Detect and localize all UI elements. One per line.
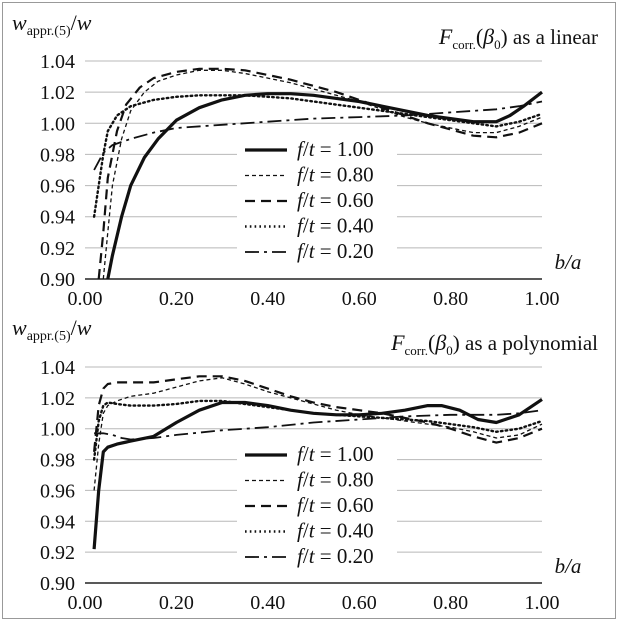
y-axis-label: wappr.(5)/w: [12, 315, 92, 344]
y-tick-label: 0.94: [40, 207, 75, 229]
legend-label: f/t = 1.00: [297, 442, 374, 466]
y-tick-label: 0.94: [40, 511, 75, 533]
x-tick-label: 0.00: [68, 288, 103, 310]
x-axis-label: b/a: [555, 250, 582, 274]
legend-label: f/t = 0.80: [297, 468, 374, 492]
chart-title: Fcorr.(β0) as a polynomial: [390, 330, 598, 358]
y-tick-label: 0.98: [40, 450, 75, 472]
x-tick-label: 1.00: [525, 592, 560, 614]
legend-label: f/t = 0.40: [297, 519, 374, 543]
legend: f/t = 1.00f/t = 0.80f/t = 0.60f/t = 0.40…: [237, 132, 397, 264]
legend-label: f/t = 0.80: [297, 163, 374, 187]
x-tick-label: 0.60: [342, 592, 377, 614]
x-tick-label: 1.00: [525, 288, 560, 310]
x-tick-label: 0.20: [159, 288, 194, 310]
legend-label: f/t = 0.20: [297, 239, 374, 263]
y-tick-label: 1.00: [40, 419, 75, 441]
legend-label: f/t = 0.60: [297, 493, 374, 517]
legend-background: [237, 132, 397, 264]
series-line-2: [93, 377, 543, 491]
y-tick-label: 0.92: [40, 542, 75, 564]
chart-panel-2: 0.90 0.92 0.94 0.96 0.98 1.00 1.02 1.04 0.00 0.20…: [12, 315, 598, 614]
legend-label: f/t = 0.40: [297, 214, 374, 238]
series-line-5: [93, 100, 543, 171]
y-tick-label: 0.90: [40, 573, 75, 595]
y-tick-label: 0.92: [40, 238, 75, 260]
x-tick-label: 0.00: [68, 592, 103, 614]
x-tick-label: 0.40: [250, 592, 285, 614]
x-tick-label: 0.20: [159, 592, 194, 614]
x-tick-label: 0.80: [433, 592, 468, 614]
y-tick-label: 0.90: [40, 269, 75, 291]
series-line-1: [106, 90, 543, 280]
chart-panel-1: 0.90 0.92 0.94 0.96 0.98 1.00 1.02 1.04 0.00 0.20…: [12, 10, 598, 310]
legend: f/t = 1.00f/t = 0.80f/t = 0.60f/t = 0.40…: [237, 437, 397, 569]
series-line-3: [97, 67, 543, 280]
legend-label: f/t = 0.60: [297, 188, 374, 212]
series-line-3: [93, 375, 543, 453]
series-line-4: [92, 94, 544, 218]
chart-title: Fcorr.(β0) as a linear: [438, 24, 598, 52]
y-tick-label: 0.98: [40, 144, 75, 166]
y-axis-label: wappr.(5)/w: [12, 10, 92, 39]
legend-label: f/t = 0.20: [297, 544, 374, 568]
y-tick-label: 1.04: [40, 357, 75, 379]
y-tick-label: 1.04: [40, 51, 75, 73]
x-tick-label: 0.80: [433, 288, 468, 310]
legend-label: f/t = 1.00: [297, 137, 374, 161]
y-tick-label: 1.02: [40, 82, 75, 104]
y-tick-label: 1.00: [40, 113, 75, 135]
series-line-4: [92, 399, 544, 461]
x-tick-label: 0.60: [342, 288, 377, 310]
y-tick-label: 1.02: [40, 388, 75, 410]
x-tick-label: 0.40: [250, 288, 285, 310]
y-tick-label: 0.96: [40, 480, 75, 502]
y-tick-label: 0.96: [40, 176, 75, 198]
figure-border: [2, 2, 616, 619]
series-line-5: [94, 409, 543, 441]
legend-background: [237, 437, 397, 569]
x-axis-label: b/a: [555, 554, 582, 578]
